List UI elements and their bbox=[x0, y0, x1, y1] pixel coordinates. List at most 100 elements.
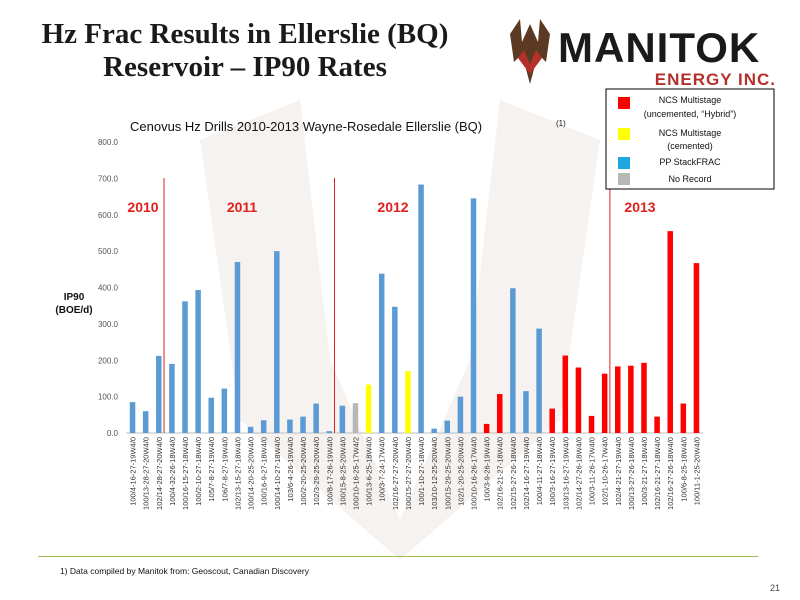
chart-title-superscript: (1) bbox=[556, 119, 566, 128]
x-tick-label: 100/15-8-25-20W4/0 bbox=[338, 437, 347, 506]
bar bbox=[693, 263, 700, 433]
bar bbox=[142, 411, 149, 433]
y-tick-label: 500.0 bbox=[98, 247, 119, 256]
bar bbox=[313, 403, 319, 433]
x-tick-label: 100/16-15-27-18W4/0 bbox=[181, 437, 190, 510]
logo-emblem-icon bbox=[510, 19, 550, 84]
x-tick-label: 100/16-9-27-18W4/0 bbox=[260, 437, 269, 506]
slide-title-line1: Hz Frac Results in Ellerslie (BQ) bbox=[41, 18, 449, 50]
bar bbox=[523, 391, 529, 433]
bar bbox=[195, 290, 201, 433]
legend-swatch-pp bbox=[618, 157, 630, 169]
bar bbox=[221, 388, 228, 433]
bar bbox=[339, 405, 346, 433]
x-tick-label: 100/14-10-27-18W4/0 bbox=[273, 437, 282, 510]
watermark-emblem-icon bbox=[200, 100, 600, 560]
legend-label-ncs_cemented: NCS Multistage bbox=[659, 128, 722, 138]
x-tick-label: 100/3-9-26-19W4/0 bbox=[483, 437, 492, 502]
bar bbox=[247, 426, 254, 433]
y-tick-label: 700.0 bbox=[98, 174, 119, 183]
x-tick-label: 100/13-6-25-18W4/0 bbox=[365, 437, 374, 506]
x-tick-label: 100/8-17-26-19W4/0 bbox=[325, 437, 334, 506]
bar bbox=[418, 184, 424, 433]
y-tick-label: 400.0 bbox=[98, 284, 119, 293]
bar bbox=[352, 403, 359, 433]
x-tick-label: 102/14-28-27-20W4/0 bbox=[155, 437, 164, 510]
y-tick-label: 600.0 bbox=[98, 211, 119, 220]
slide-title: Hz Frac Results in Ellerslie (BQ) Reserv… bbox=[10, 18, 480, 84]
bar bbox=[628, 365, 634, 433]
manitok-logo: MANITOK ENERGY INC. bbox=[500, 14, 790, 94]
x-tick-label: 100/15-27-27-20W4/0 bbox=[404, 437, 413, 510]
bar bbox=[483, 423, 490, 433]
x-tick-label: 106/7-8-27-19W4/0 bbox=[220, 437, 229, 502]
page-number: 21 bbox=[769, 583, 780, 593]
x-tick-label: 100/4-11-27-18W4/0 bbox=[535, 437, 544, 505]
x-tick-label: 100/3-11-26-17W4/0 bbox=[588, 437, 597, 505]
x-tick-label: 100/3-21-27-18W4/0 bbox=[640, 437, 649, 506]
legend-box bbox=[605, 88, 775, 190]
x-tick-label: 103/10-12-25-20W4/0 bbox=[430, 437, 439, 510]
slide-title-line2: Reservoir – IP90 Rates bbox=[103, 51, 387, 83]
year-label-2011: 2011 bbox=[227, 199, 258, 215]
x-tick-label: 102/16-21-27-18W4/0 bbox=[653, 437, 662, 510]
bar bbox=[326, 431, 333, 433]
bar bbox=[601, 373, 608, 433]
x-tick-label: 102/16-21-27-18W4/0 bbox=[496, 437, 505, 510]
bar bbox=[208, 397, 214, 433]
x-tick-label: 100/11-1-25-20W4/0 bbox=[692, 437, 701, 505]
bar bbox=[457, 396, 464, 433]
x-tick-label: 100/2-20-25-20W4/0 bbox=[299, 437, 308, 506]
x-tick-label: 102/1-10-26-17W4/0 bbox=[601, 437, 610, 506]
x-tick-label: 100/3-16-27-19W4/0 bbox=[548, 437, 557, 506]
x-tick-label: 100/4-16-27-19W4/0 bbox=[129, 437, 138, 506]
x-tick-label: 102/14-16-27-19W4/0 bbox=[522, 437, 531, 510]
x-tick-label: 100/1-10-27-18W4/0 bbox=[417, 437, 426, 506]
x-tick-label: 102/15-27-26-18W4/0 bbox=[509, 437, 518, 510]
x-tick-label: 100/13-28-27-20W4/0 bbox=[142, 437, 151, 510]
legend-label-none: No Record bbox=[668, 174, 711, 184]
bar bbox=[562, 355, 569, 433]
bar bbox=[378, 273, 385, 433]
bar bbox=[654, 416, 660, 433]
y-tick-label: 100.0 bbox=[98, 393, 119, 402]
legend-swatch-ncs_uncemented bbox=[618, 97, 630, 109]
bar bbox=[392, 306, 398, 433]
x-tick-label: 103/13-16-27-19W4/0 bbox=[561, 437, 570, 510]
legend-swatch-ncs_cemented bbox=[618, 128, 630, 140]
bar bbox=[182, 301, 188, 433]
x-tick-label: 103/6-4-26-19W4/0 bbox=[286, 437, 295, 502]
bar bbox=[536, 328, 542, 433]
bar bbox=[260, 420, 267, 433]
x-tick-label: 102/1-20-25-20W4/0 bbox=[456, 437, 465, 506]
legend-sublabel-ncs_uncemented: (uncemented, “Hybrid”) bbox=[644, 109, 737, 119]
bar bbox=[365, 384, 372, 433]
bar bbox=[680, 403, 687, 433]
bar bbox=[169, 363, 175, 433]
chart-title: Cenovus Hz Drills 2010-2013 Wayne-Roseda… bbox=[130, 119, 482, 134]
bar bbox=[588, 415, 595, 433]
bar bbox=[287, 419, 293, 433]
y-tick-label: 0.0 bbox=[107, 429, 119, 438]
legend-swatch-none bbox=[618, 173, 630, 185]
bar bbox=[405, 371, 411, 433]
bar bbox=[234, 262, 241, 433]
bar bbox=[641, 362, 647, 433]
year-label-2012: 2012 bbox=[377, 199, 408, 215]
bar bbox=[129, 402, 136, 433]
legend-sublabel-ncs_cemented: (cemented) bbox=[667, 141, 713, 151]
x-tick-label: 102/16-27-26-18W4/0 bbox=[666, 437, 675, 510]
x-tick-label: 105/7-8-27-19W4/0 bbox=[207, 437, 216, 502]
footer-divider bbox=[38, 556, 758, 557]
x-tick-label: 100/10-16-25-17W4/2 bbox=[351, 437, 360, 510]
x-tick-label: 100/14-20-25-20W4/0 bbox=[247, 437, 256, 510]
y-tick-label: 300.0 bbox=[98, 320, 119, 329]
x-tick-label: 102/14-27-26-18W4/0 bbox=[574, 437, 583, 510]
legend-label-ncs_uncemented: NCS Multistage bbox=[659, 95, 722, 105]
x-tick-label: 102/3-29-25-20W4/0 bbox=[312, 437, 321, 506]
bar bbox=[431, 428, 437, 433]
y-tick-label: 200.0 bbox=[98, 356, 119, 365]
bar bbox=[300, 416, 306, 433]
bar bbox=[444, 420, 451, 433]
